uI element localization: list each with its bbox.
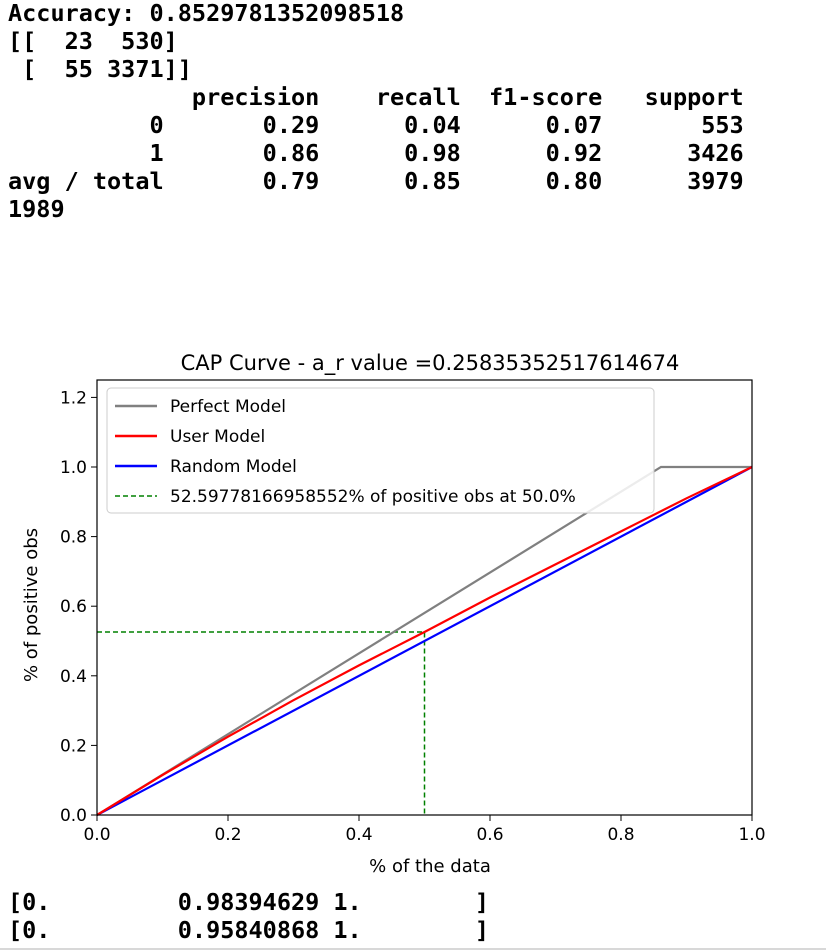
y-axis-label: % of positive obs	[21, 528, 42, 682]
legend-label: Perfect Model	[170, 397, 286, 417]
array-output-block: [0. 0.98394629 1. ] [0. 0.95840868 1. ]	[8, 888, 489, 944]
x-tick-label: 0.2	[214, 825, 241, 845]
legend-box	[106, 387, 655, 514]
y-tick-label: 1.2	[60, 388, 87, 408]
plot-area: 0.0 0.2 0.4 0.6 0.8 1.0 0.0 0.2 0.4 0.6 0.8 1.0 1.2	[60, 379, 766, 845]
y-tick-label: 0.8	[60, 528, 87, 548]
confusion-matrix-row: [ 55 3371]]	[8, 55, 192, 83]
legend-label: 52.59778166958552% of positive obs at 50…	[170, 487, 576, 507]
cell-divider	[0, 948, 826, 950]
y-tick-label: 0.0	[60, 806, 87, 826]
x-tick-label: 0.0	[83, 825, 110, 845]
series-line-0	[96, 465, 752, 816]
x-axis-label: % of the data	[369, 856, 491, 877]
report-header: precision recall f1-score support	[8, 83, 744, 111]
x-tick-label: 0.8	[607, 825, 634, 845]
x-tick-label: 1.0	[738, 825, 765, 845]
y-tick-label: 0.2	[60, 736, 87, 756]
cap-curve-chart: CAP Curve - a_r value =0.258353525176146…	[21, 351, 766, 877]
array-output-row: [0. 0.95840868 1. ]	[8, 916, 490, 944]
x-tick-label: 0.4	[345, 825, 372, 845]
x-tick-label: 0.6	[476, 825, 503, 845]
report-row-class-1: 1 0.86 0.98 0.92 3426	[8, 139, 744, 167]
output-text-block: Accuracy: 0.8529781352098518 [[ 23 530] …	[8, 0, 744, 223]
accuracy-line: Accuracy: 0.8529781352098518	[8, 0, 405, 27]
array-output-row: [0. 0.98394629 1. ]	[8, 888, 490, 916]
series-line-2	[96, 466, 753, 816]
series-line-1	[96, 466, 753, 816]
plot-frame	[96, 379, 753, 816]
count-output-line: 1989	[8, 195, 65, 223]
chart-legend: Perfect Model User Model Random Model 52.59…	[106, 387, 655, 514]
confusion-matrix-row: [[ 23 530]	[8, 27, 178, 55]
legend-label: User Model	[170, 427, 265, 447]
series-line-3	[97, 631, 426, 815]
y-tick-label: 1.0	[60, 458, 87, 478]
y-tick-label: 0.6	[60, 597, 87, 617]
y-tick-label: 0.4	[60, 667, 87, 687]
report-avg-total-row: avg / total 0.79 0.85 0.80 3979	[8, 167, 744, 195]
report-row-class-0: 0 0.29 0.04 0.07 553	[8, 111, 744, 139]
chart-title: CAP Curve - a_r value =0.258353525176146…	[181, 351, 680, 376]
legend-label: Random Model	[170, 457, 297, 477]
